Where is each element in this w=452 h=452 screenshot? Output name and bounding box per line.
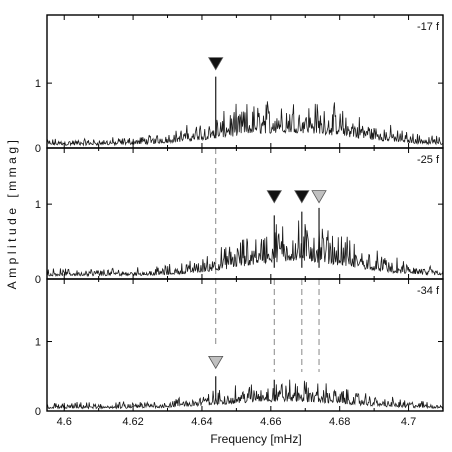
marker-triangle-3-1	[208, 355, 224, 370]
y-tick-label-1-1: 0	[35, 143, 41, 155]
marker-triangle-2-2	[294, 190, 310, 204]
amplitude-trace-1	[46, 101, 444, 147]
y-tick-label-3-2: 1	[35, 337, 41, 349]
panel-2: 0 1 -25 f	[35, 147, 444, 286]
y-axis-label: Amplitude [mmag]	[5, 137, 19, 290]
x-tick-label-1: 4.6	[57, 416, 72, 428]
panel-label-2: -25 f	[417, 154, 440, 166]
x-axis-label: Frequency [mHz]	[210, 432, 301, 446]
marker-triangle-2-1	[266, 190, 282, 204]
y-tick-label-2-2: 1	[35, 199, 41, 211]
panel-frame-3	[46, 278, 444, 412]
marker-triangle-2-3	[311, 190, 327, 204]
y-tick-label-3-1: 0	[35, 406, 41, 418]
x-tick-label-2: 4.62	[122, 416, 143, 428]
panel-3: 0 1 -34 f	[35, 278, 444, 418]
x-tick-label-4: 4.66	[260, 416, 281, 428]
y-tick-label-1-2: 1	[35, 78, 41, 90]
panels: 0 1 -17 f 0 1 -25 f 0 1 -34 f 4.6 4.62 4.64 4.66 4.68…	[35, 14, 444, 428]
y-tick-label-2-1: 0	[35, 274, 41, 286]
panel-frame-1	[46, 14, 444, 149]
panel-1: 0 1 -17 f	[35, 14, 444, 155]
x-tick-label-5: 4.68	[329, 416, 350, 428]
panel-label-3: -34 f	[417, 285, 440, 297]
marker-triangle-1-1	[208, 57, 224, 71]
x-tick-label-3: 4.64	[191, 416, 212, 428]
guide-lines	[215, 148, 320, 372]
panel-label-1: -17 f	[417, 21, 440, 33]
axis-text: Amplitude [mmag] Frequency [mHz]	[5, 137, 302, 446]
amplitude-trace-2	[46, 220, 444, 278]
x-tick-label-6: 4.7	[401, 416, 416, 428]
amplitude-trace-3	[46, 379, 444, 410]
